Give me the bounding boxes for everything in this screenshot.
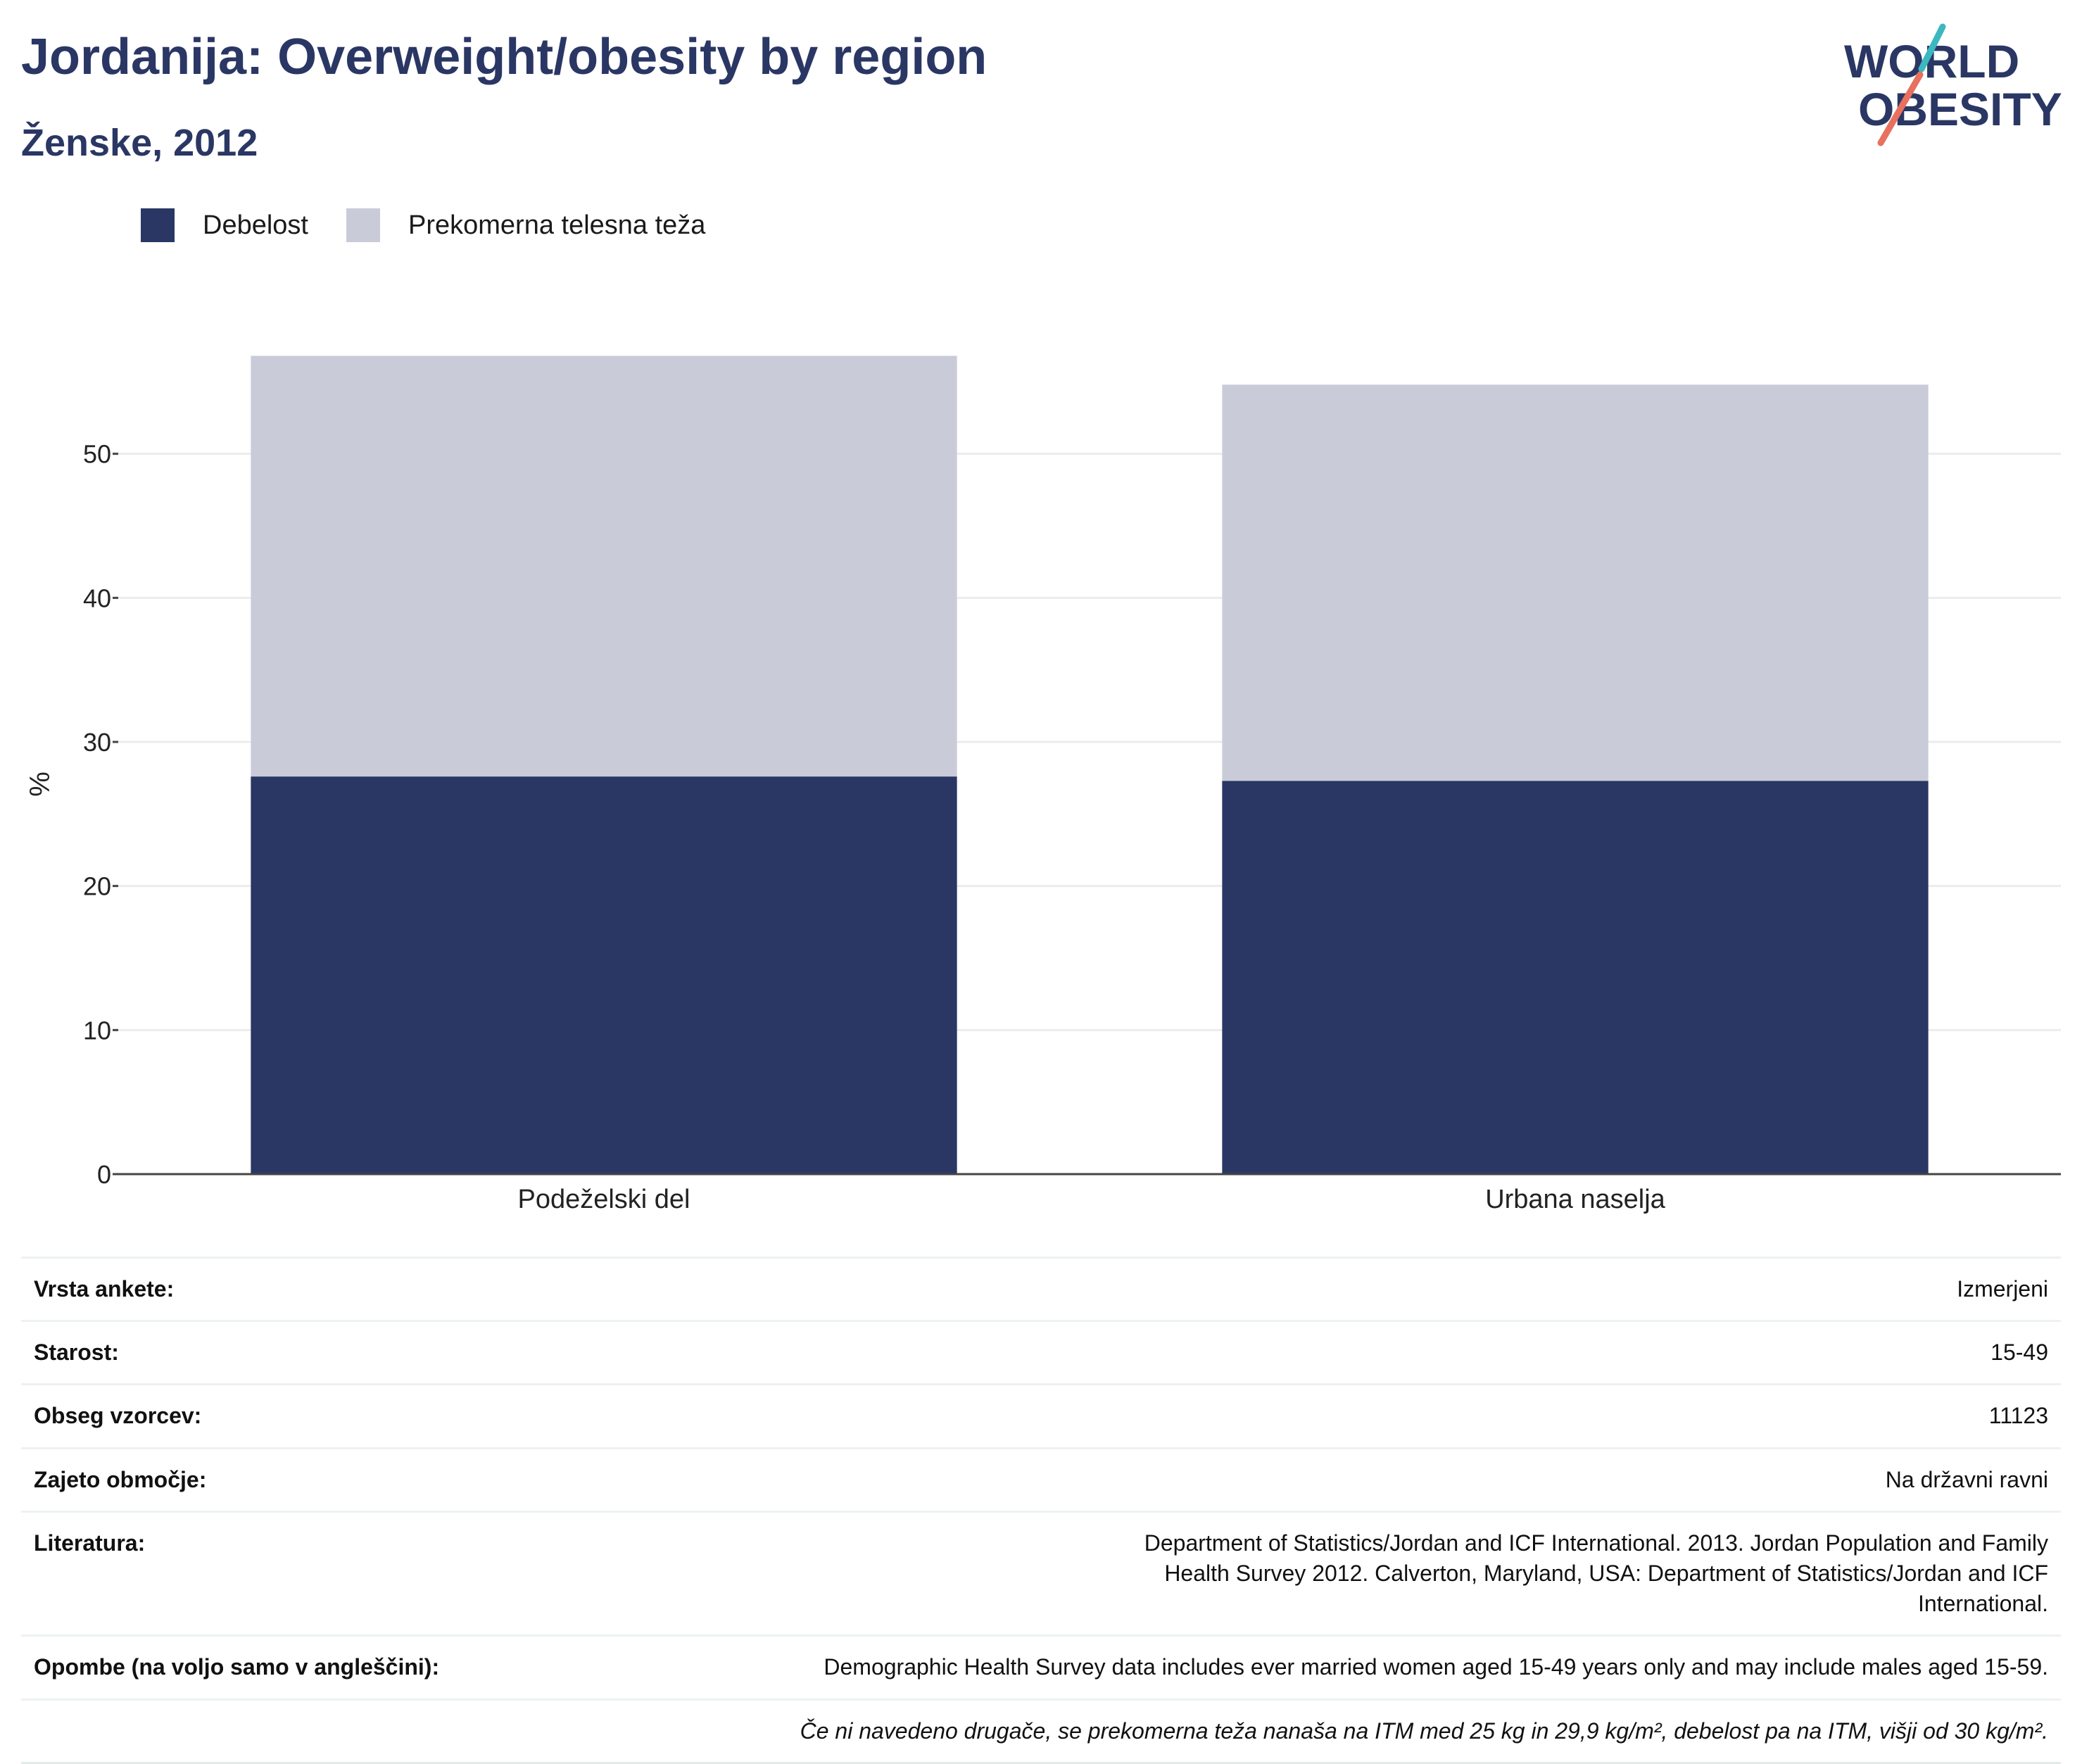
legend-label-obesity: Debelost	[203, 210, 308, 240]
info-row: Literatura: Department of Statistics/Jord…	[21, 1511, 2061, 1636]
chart-legend: Debelost Prekomerna telesna teža	[141, 208, 743, 242]
y-tick-label: 0	[97, 1160, 111, 1189]
info-label: Zajeto območje:	[34, 1466, 207, 1492]
info-label: Literatura:	[34, 1530, 146, 1556]
info-value: 11123	[1988, 1403, 2048, 1429]
info-label: Obseg vzorcev:	[34, 1403, 202, 1429]
y-tick-label: 50	[83, 440, 111, 469]
bar-chart: 0 10 20 30 40 50% Podeželski del Urbana naselja	[25, 355, 2061, 1214]
y-axis-label: %	[25, 771, 56, 797]
y-tick-label: 20	[83, 872, 111, 901]
logo-slash-coral	[1877, 71, 1924, 146]
info-value: Department of Statistics/Jordan and ICF …	[1144, 1530, 2048, 1617]
y-tick-label: 30	[83, 728, 111, 757]
legend-item-overweight[interactable]: Prekomerna telesna teža	[346, 208, 705, 242]
info-label: Starost:	[34, 1340, 119, 1366]
footnote: Če ni navedeno drugače, se prekomerna te…	[800, 1718, 2048, 1744]
x-tick-label: Podeželski del	[517, 1185, 690, 1214]
bar-obesity	[251, 776, 957, 1174]
logo-slash-teal	[1918, 23, 1946, 73]
info-value: 15-49	[1990, 1340, 2048, 1366]
info-row: Vrsta ankete: Izmerjeni	[21, 1257, 2061, 1321]
info-row: Starost: 15-49	[21, 1321, 2061, 1385]
bar-overweight	[251, 355, 957, 777]
info-value: Izmerjeni	[1957, 1276, 2048, 1302]
footnote-row: Če ni navedeno drugače, se prekomerna te…	[21, 1699, 2061, 1763]
info-value: Na državni ravni	[1885, 1466, 2048, 1492]
x-tick-label: Urbana naselja	[1485, 1185, 1665, 1214]
info-label: Opombe (na voljo samo v angleščini):	[34, 1654, 440, 1680]
world-obesity-logo: WORLD OBESITY	[1844, 23, 2062, 146]
info-row: Opombe (na voljo samo v angleščini): Demo…	[21, 1635, 2061, 1699]
info-value: Demographic Health Survey data includes …	[824, 1654, 2048, 1680]
chart-subtitle: Ženske, 2012	[21, 122, 258, 164]
survey-info-table: Vrsta ankete: Izmerjeni Starost: 15-49 Obseg…	[21, 1256, 2061, 1764]
info-row: Obseg vzorcev: 11123	[21, 1384, 2061, 1448]
legend-item-obesity[interactable]: Debelost	[141, 208, 308, 242]
legend-swatch-obesity	[141, 208, 175, 242]
info-row: Zajeto območje: Na državni ravni	[21, 1448, 2061, 1511]
y-tick-label: 10	[83, 1016, 111, 1045]
info-label: Vrsta ankete:	[34, 1276, 175, 1302]
y-tick-label: 40	[83, 584, 111, 612]
bar-obesity	[1222, 781, 1929, 1174]
legend-swatch-overweight	[346, 208, 380, 242]
bar-overweight	[1222, 384, 1929, 781]
chart-title: Jordanija: Overweight/obesity by region	[21, 29, 988, 85]
legend-label-overweight: Prekomerna telesna teža	[408, 210, 706, 240]
